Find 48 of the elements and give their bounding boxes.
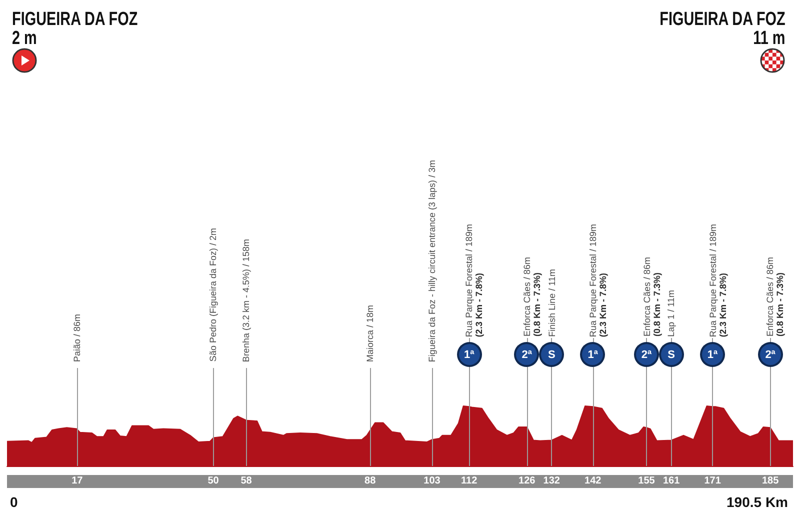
x-tick-label: 132 xyxy=(543,476,560,486)
ref-line-label: Brenha (3.2 km - 4.5%) / 158m xyxy=(241,238,252,362)
ref-line-label: Rua Parque Forestal / 189m (2.3 Km - 7.8%) xyxy=(708,224,728,337)
x-tick-label: 103 xyxy=(424,476,441,486)
x-tick-label: 171 xyxy=(704,476,722,486)
annotation: 2ª xyxy=(520,348,533,361)
x-tick-label: 161 xyxy=(662,476,680,486)
ref-line-label: Enforca Cães / 86m (0.8 Km - 7.3%) xyxy=(522,257,542,337)
ref-line-label: Enforca Cães / 86m (0.8 Km - 7.3%) xyxy=(765,257,786,337)
round-badge: S xyxy=(539,342,564,367)
ref-line-label: Rua Parque Forestal / 189m (2.3 Km - 7.8%) xyxy=(464,224,484,337)
annotation: 2ª xyxy=(640,348,653,361)
annotation: S xyxy=(546,348,556,361)
annotation: 1ª xyxy=(463,348,476,361)
round-badge: 1ª xyxy=(580,342,606,367)
annotation: 2ª xyxy=(764,348,776,361)
text: 190.5 Km xyxy=(726,494,788,510)
round-badge: 2ª xyxy=(634,342,660,367)
x-tick-label: 17 xyxy=(72,476,84,486)
ref-line-label: Figueira da Foz - hilly circuit entrance (3 laps) / 3m xyxy=(426,160,437,362)
x-tick-label: 58 xyxy=(240,476,252,486)
ref-line-label: Lap 1 / 11m xyxy=(666,290,676,337)
x-tick-label: 142 xyxy=(584,476,602,486)
round-badge: 1ª xyxy=(700,342,726,367)
x-tick-label: 126 xyxy=(518,476,536,486)
text: 11 m xyxy=(752,28,785,49)
ref-line-label: Rua Parque Forestal / 189m (2.3 Km - 7.8%) xyxy=(588,224,608,337)
x-tick-label: 185 xyxy=(762,476,780,486)
annotation: 1ª xyxy=(586,348,599,361)
ref-line-label: Finish Line / 11m xyxy=(546,269,557,337)
ref-line-label: Maiorca / 18m xyxy=(365,304,376,362)
x-tick-label: 50 xyxy=(208,476,220,486)
text: 2 m xyxy=(12,28,37,49)
x-tick-label: 155 xyxy=(638,476,656,486)
x-tick-label: 112 xyxy=(461,476,478,486)
text: FIGUEIRA DA FOZ xyxy=(659,9,785,30)
ref-line-label: Enforca Cães / 86m (0.8 Km - 7.3%) xyxy=(642,257,662,337)
ref-line-label: São Pedro (Figueira da Foz) / 2m xyxy=(208,228,218,362)
annotation: S xyxy=(666,348,676,361)
text: 0 xyxy=(10,494,18,510)
text: FIGUEIRA DA FOZ xyxy=(12,9,138,30)
round-badge: 2ª xyxy=(514,342,540,367)
x-tick-label: 88 xyxy=(364,476,376,486)
annotation: 1ª xyxy=(706,348,719,361)
round-badge: S xyxy=(658,342,684,367)
round-badge: 1ª xyxy=(456,342,482,367)
round-badge: 2ª xyxy=(758,342,783,367)
ref-line-label: Paião / 86m xyxy=(72,314,82,362)
